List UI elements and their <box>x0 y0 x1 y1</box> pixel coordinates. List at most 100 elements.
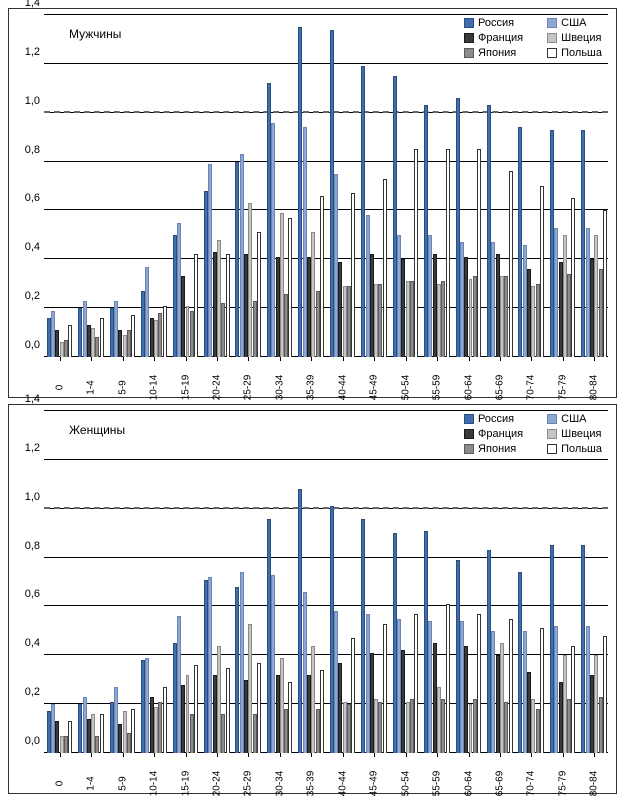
reference-line <box>44 507 608 509</box>
chart-title: Женщины <box>69 423 125 437</box>
plot-area <box>44 413 608 753</box>
x-label: 40-44 <box>337 373 348 403</box>
x-label: 20-24 <box>211 769 222 799</box>
legend-swatch <box>464 444 474 454</box>
legend-swatch <box>547 444 557 454</box>
bar-poland <box>288 218 292 357</box>
y-tick: 0,4 <box>25 637 40 649</box>
legend-item-france: Франция <box>464 428 523 440</box>
y-tick: 0,6 <box>25 588 40 600</box>
x-label: 70-74 <box>526 373 537 403</box>
x-label: 65-69 <box>494 769 505 799</box>
x-label: 55-59 <box>432 769 443 799</box>
bar-poland <box>351 193 355 357</box>
y-axis: 0,00,20,40,60,81,01,21,4 <box>9 413 44 753</box>
x-label: 45-49 <box>369 373 380 403</box>
legend-label: Япония <box>478 47 516 59</box>
y-tick: 1,2 <box>25 442 40 454</box>
x-label: 30-34 <box>274 769 285 799</box>
bar-poland <box>571 198 575 357</box>
x-label: 75-79 <box>557 769 568 799</box>
y-tick: 0,6 <box>25 192 40 204</box>
bar-poland <box>226 668 230 754</box>
bar-poland <box>131 315 135 357</box>
legend-swatch <box>464 414 474 424</box>
legend-label: США <box>561 17 586 29</box>
bar-poland <box>163 687 167 753</box>
legend-swatch <box>547 18 557 28</box>
bar-poland <box>603 636 607 753</box>
bar-poland <box>320 196 324 357</box>
legend-item-france: Франция <box>464 32 523 44</box>
bar-poland <box>257 232 261 357</box>
x-label: 65-69 <box>494 373 505 403</box>
bar-poland <box>351 638 355 753</box>
bar-poland <box>414 149 418 357</box>
legend-label: Швеция <box>561 32 601 44</box>
bar-poland <box>163 306 167 357</box>
x-label: 35-39 <box>306 373 317 403</box>
bar-poland <box>446 604 450 753</box>
y-tick: 0,2 <box>25 290 40 302</box>
x-label: 60-64 <box>463 373 474 403</box>
legend-swatch <box>464 48 474 58</box>
bar-poland <box>68 325 72 357</box>
chart-1: 0,00,20,40,60,81,01,21,401-45-910-1415-1… <box>8 404 617 794</box>
y-tick: 0,2 <box>25 686 40 698</box>
x-label: 1-4 <box>86 769 97 799</box>
x-label: 20-24 <box>211 373 222 403</box>
bar-poland <box>509 171 513 357</box>
bar-poland <box>194 665 198 753</box>
bar-poland <box>288 682 292 753</box>
y-tick: 1,2 <box>25 46 40 58</box>
legend-item-sweden: Швеция <box>547 428 602 440</box>
x-label: 80-84 <box>589 769 600 799</box>
bar-poland <box>477 614 481 753</box>
legend-item-poland: Польша <box>547 47 602 59</box>
legend-swatch <box>464 18 474 28</box>
legend-item-usa: США <box>547 413 602 425</box>
x-label: 75-79 <box>557 373 568 403</box>
bar-poland <box>320 670 324 753</box>
bar-poland <box>383 624 387 753</box>
legend-item-japan: Япония <box>464 443 523 455</box>
legend-swatch <box>547 414 557 424</box>
x-label: 25-29 <box>243 769 254 799</box>
bar-poland <box>100 714 104 753</box>
bar-poland <box>226 254 230 357</box>
y-tick: 0,0 <box>25 339 40 351</box>
y-tick: 0,4 <box>25 241 40 253</box>
y-tick: 1,0 <box>25 491 40 503</box>
x-label: 25-29 <box>243 373 254 403</box>
x-label: 15-19 <box>180 373 191 403</box>
legend: Россия США Франция Швеция Япония Польша <box>460 15 606 61</box>
y-tick: 0,8 <box>25 540 40 552</box>
x-label: 5-9 <box>117 769 128 799</box>
bar-poland <box>603 210 607 357</box>
x-axis: 01-45-910-1415-1920-2425-2930-3435-3940-… <box>44 753 608 793</box>
x-label: 1-4 <box>86 373 97 403</box>
gridline <box>44 557 608 558</box>
x-label: 30-34 <box>274 373 285 403</box>
x-label: 60-64 <box>463 769 474 799</box>
reference-line <box>44 111 608 113</box>
bar-poland <box>540 628 544 753</box>
legend-label: Россия <box>478 413 514 425</box>
legend-label: Япония <box>478 443 516 455</box>
bar-poland <box>383 179 387 357</box>
bar-poland <box>100 318 104 357</box>
legend-item-russia: Россия <box>464 413 523 425</box>
bar-poland <box>257 663 261 753</box>
gridline <box>44 161 608 162</box>
x-label: 70-74 <box>526 769 537 799</box>
legend-label: США <box>561 413 586 425</box>
bar-poland <box>571 646 575 753</box>
chart-title: Мужчины <box>69 27 121 41</box>
legend-item-japan: Япония <box>464 47 523 59</box>
legend-item-sweden: Швеция <box>547 32 602 44</box>
bar-poland <box>194 254 198 357</box>
y-tick: 1,4 <box>25 0 40 9</box>
legend-label: Россия <box>478 17 514 29</box>
x-axis: 01-45-910-1415-1920-2425-2930-3435-3940-… <box>44 357 608 397</box>
x-label: 0 <box>54 769 65 799</box>
